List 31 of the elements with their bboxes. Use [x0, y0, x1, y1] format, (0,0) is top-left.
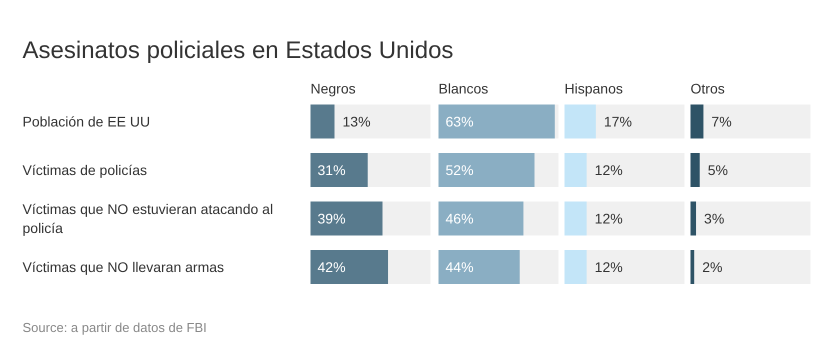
data-label: 63%	[446, 114, 474, 130]
bar	[690, 250, 694, 284]
data-label: 5%	[708, 162, 728, 178]
data-label: 12%	[594, 162, 623, 178]
data-label: 13%	[342, 114, 371, 130]
data-label: 31%	[318, 162, 346, 178]
source-note: Source: a partir de datos de FBI	[22, 320, 207, 335]
data-label: 52%	[446, 162, 474, 178]
y-tick-label: Víctimas de policías	[22, 162, 147, 178]
data-label: 2%	[702, 259, 722, 275]
data-label: 17%	[604, 114, 632, 130]
data-label: 3%	[704, 210, 724, 226]
data-label: 44%	[446, 259, 474, 275]
data-label: 46%	[446, 210, 474, 226]
series-label: Hispanos	[564, 80, 623, 96]
data-label: 7%	[711, 114, 732, 130]
bar	[690, 104, 704, 138]
series-label: Negros	[310, 80, 356, 96]
y-tick-label: Población de EE UU	[22, 114, 150, 130]
data-label: 42%	[318, 259, 346, 275]
data-label: 39%	[318, 210, 346, 226]
y-tick-label: Víctimas que NO llevaran armas	[22, 259, 224, 275]
data-label: 12%	[594, 210, 623, 226]
data-label: 12%	[594, 259, 623, 275]
bar	[310, 104, 334, 138]
y-tick-label: Víctimas que NO estuvieran atacando al policía	[22, 200, 274, 236]
series-label: Blancos	[438, 80, 488, 96]
chart-title: Asesinatos policiales en Estados Unidos	[22, 37, 454, 64]
bar	[690, 202, 696, 236]
bar	[690, 153, 700, 187]
series-label: Otros	[690, 80, 725, 96]
